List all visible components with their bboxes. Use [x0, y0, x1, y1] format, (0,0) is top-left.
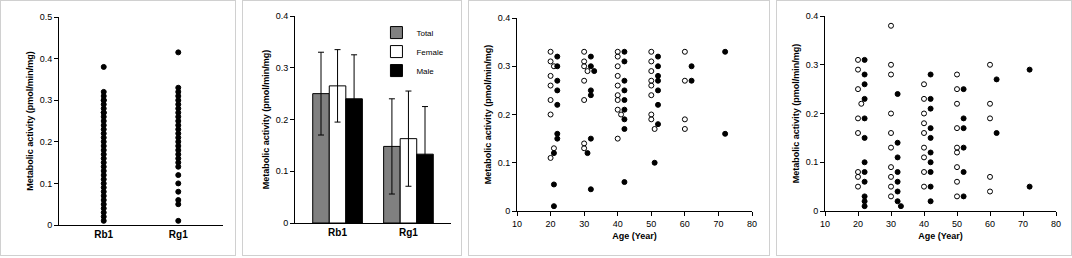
svg-text:50: 50 — [646, 219, 656, 229]
svg-text:Rg1: Rg1 — [169, 229, 188, 240]
svg-text:0: 0 — [283, 218, 288, 228]
svg-text:70: 70 — [713, 219, 723, 229]
svg-text:0.1: 0.1 — [40, 179, 53, 189]
svg-text:0.3: 0.3 — [40, 95, 53, 105]
svg-text:0.3: 0.3 — [498, 61, 511, 71]
svg-text:Total: Total — [416, 29, 433, 38]
svg-text:10: 10 — [512, 219, 522, 229]
svg-text:80: 80 — [1051, 219, 1061, 229]
svg-text:0.2: 0.2 — [498, 110, 511, 120]
svg-text:40: 40 — [919, 219, 929, 229]
svg-text:Female: Female — [416, 48, 443, 57]
svg-text:80: 80 — [747, 219, 757, 229]
svg-text:0.2: 0.2 — [806, 109, 819, 119]
svg-text:60: 60 — [985, 219, 995, 229]
svg-text:Rb1: Rb1 — [94, 229, 113, 240]
svg-text:Metabolic activity (pmol/min/m: Metabolic activity (pmol/min/mg) — [261, 50, 271, 190]
svg-text:Age (Year): Age (Year) — [918, 231, 963, 241]
svg-text:60: 60 — [680, 219, 690, 229]
svg-text:0.2: 0.2 — [276, 115, 289, 125]
svg-text:Male: Male — [416, 67, 434, 76]
svg-text:Rb1: Rb1 — [328, 227, 347, 238]
svg-text:0.1: 0.1 — [276, 166, 289, 176]
svg-text:0.2: 0.2 — [40, 137, 53, 147]
svg-text:50: 50 — [952, 219, 962, 229]
svg-text:10: 10 — [820, 219, 830, 229]
svg-text:Rg1: Rg1 — [399, 227, 418, 238]
svg-text:Metabolic activity (pmol/min/m: Metabolic activity (pmol/min/mg) — [483, 45, 493, 185]
svg-text:0.4: 0.4 — [498, 13, 511, 23]
svg-text:0: 0 — [47, 220, 52, 230]
svg-text:0.3: 0.3 — [806, 60, 819, 70]
svg-text:0: 0 — [505, 206, 510, 216]
svg-text:20: 20 — [546, 219, 556, 229]
svg-text:0.1: 0.1 — [806, 157, 819, 167]
svg-text:0.1: 0.1 — [498, 158, 511, 168]
svg-text:70: 70 — [1018, 219, 1028, 229]
svg-text:40: 40 — [613, 219, 623, 229]
svg-text:30: 30 — [886, 219, 896, 229]
svg-text:30: 30 — [579, 219, 589, 229]
svg-text:0.4: 0.4 — [276, 11, 289, 21]
svg-text:Metabolic activity (pmol/min/m: Metabolic activity (pmol/min/mg) — [25, 51, 35, 191]
svg-text:Metabolic activity (pmol/min/m: Metabolic activity (pmol/min/mg) — [791, 44, 801, 184]
svg-text:0: 0 — [813, 206, 818, 216]
svg-text:0.4: 0.4 — [40, 54, 53, 64]
svg-text:Age (Year): Age (Year) — [612, 231, 657, 241]
svg-text:0.4: 0.4 — [806, 11, 819, 21]
svg-text:20: 20 — [853, 219, 863, 229]
svg-text:0.3: 0.3 — [276, 63, 289, 73]
svg-text:0.5: 0.5 — [40, 12, 53, 22]
